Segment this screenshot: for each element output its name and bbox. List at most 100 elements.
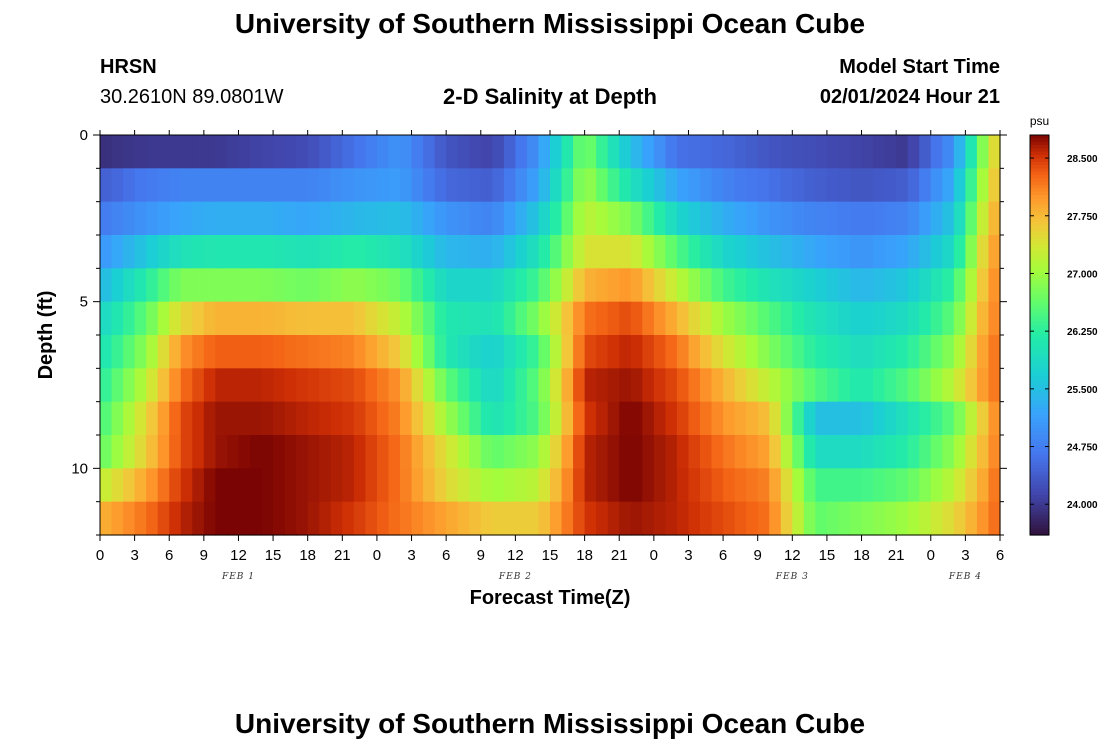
heatmap-cell bbox=[307, 201, 320, 236]
heatmap-cell bbox=[826, 468, 840, 503]
x-tick-label: 15 bbox=[542, 547, 559, 564]
heatmap-cell bbox=[873, 501, 886, 536]
colorbar-segment bbox=[1030, 455, 1049, 459]
heatmap-cell bbox=[480, 435, 493, 469]
heatmap-cell bbox=[111, 468, 124, 503]
heatmap-cell bbox=[665, 401, 678, 436]
heatmap-cell bbox=[123, 335, 136, 369]
heatmap-cell bbox=[619, 468, 632, 503]
heatmap-cell bbox=[250, 301, 263, 336]
colorbar-segment bbox=[1030, 325, 1049, 329]
colorbar-segment bbox=[1030, 521, 1049, 526]
heatmap-cell bbox=[192, 135, 205, 169]
heatmap-cell bbox=[873, 335, 886, 369]
heatmap-cell bbox=[111, 368, 124, 403]
heatmap-cell bbox=[653, 501, 666, 536]
heatmap-cell bbox=[630, 468, 643, 503]
heatmap-cell bbox=[388, 168, 401, 203]
colorbar-segment bbox=[1030, 261, 1049, 266]
heatmap-cell bbox=[215, 368, 228, 403]
heatmap-cell bbox=[411, 168, 424, 203]
heatmap-cell bbox=[746, 201, 759, 236]
colorbar-tick-label: 28.500 bbox=[1067, 154, 1098, 165]
day-label: FEB 2 bbox=[498, 572, 532, 582]
heatmap-cell bbox=[573, 335, 586, 369]
day-label: FEB 1 bbox=[221, 572, 255, 582]
heatmap-cell bbox=[942, 268, 955, 303]
heatmap-cell bbox=[826, 168, 840, 203]
heatmap-cell bbox=[423, 235, 436, 269]
heatmap-cell bbox=[157, 135, 170, 169]
heatmap-cell bbox=[342, 368, 355, 403]
x-tick-label: 0 bbox=[96, 547, 104, 564]
heatmap-cell bbox=[711, 268, 724, 303]
heatmap-cell bbox=[503, 168, 516, 203]
heatmap-cell bbox=[238, 501, 251, 536]
heatmap-cell bbox=[769, 335, 782, 369]
heatmap-cell bbox=[642, 135, 655, 169]
heatmap-cell bbox=[100, 501, 113, 536]
heatmap-cell bbox=[284, 468, 297, 503]
heatmap-cell bbox=[238, 201, 251, 236]
heatmap-cell bbox=[826, 501, 840, 536]
heatmap-cell bbox=[111, 235, 124, 269]
heatmap-cell bbox=[723, 268, 736, 303]
heatmap-cell bbox=[492, 468, 505, 503]
heatmap-cell bbox=[826, 301, 840, 336]
heatmap-cell bbox=[907, 168, 920, 203]
heatmap-cell bbox=[238, 401, 251, 436]
heatmap-cell bbox=[850, 168, 863, 203]
heatmap-cell bbox=[653, 401, 666, 436]
heatmap-cell bbox=[146, 468, 159, 503]
heatmap-cell bbox=[884, 501, 897, 536]
heatmap-cell bbox=[792, 335, 805, 369]
heatmap-cell bbox=[700, 501, 713, 536]
heatmap-cell bbox=[400, 468, 413, 503]
heatmap-cell bbox=[607, 501, 620, 536]
heatmap-cell bbox=[388, 501, 401, 536]
heatmap-cell bbox=[815, 168, 828, 203]
heatmap-cell bbox=[526, 401, 540, 436]
heatmap-cell bbox=[988, 235, 1001, 269]
heatmap-cell bbox=[907, 368, 920, 403]
heatmap-cell bbox=[365, 501, 378, 536]
heatmap-cell bbox=[215, 435, 228, 469]
heatmap-cell bbox=[561, 301, 574, 336]
heatmap-cell bbox=[942, 468, 955, 503]
heatmap-cell bbox=[953, 268, 966, 303]
heatmap-cell bbox=[803, 268, 816, 303]
heatmap-cell bbox=[134, 435, 147, 469]
heatmap-cell bbox=[873, 401, 886, 436]
heatmap-cell bbox=[157, 168, 170, 203]
heatmap-cell bbox=[988, 401, 1001, 436]
heatmap-cell bbox=[930, 235, 943, 269]
colorbar-segment bbox=[1030, 278, 1049, 283]
colorbar-segment bbox=[1030, 525, 1049, 529]
heatmap-cell bbox=[550, 401, 563, 436]
heatmap-cell bbox=[538, 401, 551, 436]
heatmap-cell bbox=[261, 268, 274, 303]
heatmap-cell bbox=[838, 335, 851, 369]
heatmap-cell bbox=[238, 435, 251, 469]
heatmap-cell bbox=[446, 301, 459, 336]
colorbar-segment bbox=[1030, 361, 1049, 366]
heatmap-cell bbox=[480, 135, 493, 169]
heatmap-cell bbox=[446, 468, 459, 503]
heatmap-cell bbox=[469, 468, 482, 503]
heatmap-cell bbox=[100, 468, 113, 503]
heatmap-cell bbox=[746, 268, 759, 303]
heatmap-cell bbox=[157, 468, 170, 503]
heatmap-cell bbox=[376, 235, 390, 269]
heatmap-cell bbox=[746, 368, 759, 403]
heatmap-cell bbox=[734, 435, 747, 469]
heatmap-cell bbox=[942, 168, 955, 203]
heatmap-cell bbox=[584, 201, 597, 236]
heatmap-cell bbox=[573, 401, 586, 436]
heatmap-cell bbox=[665, 268, 678, 303]
heatmap-cell bbox=[353, 268, 366, 303]
heatmap-cell bbox=[850, 501, 863, 536]
heatmap-cell bbox=[953, 468, 966, 503]
colorbar-segment bbox=[1030, 145, 1049, 149]
heatmap-cell bbox=[976, 268, 990, 303]
heatmap-cell bbox=[688, 301, 701, 336]
